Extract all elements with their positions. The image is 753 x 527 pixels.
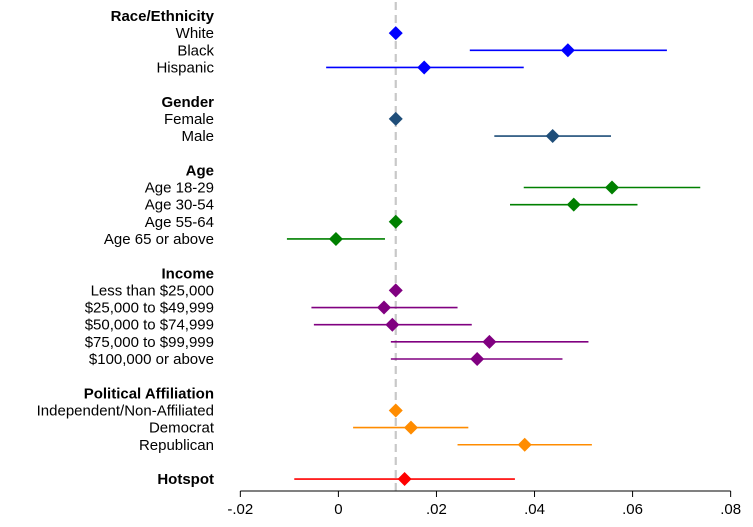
x-axis: -.02 0 .02 .04 .06 .08 <box>227 490 741 518</box>
point-political-affiliation-democrat <box>403 420 418 435</box>
point-income-75-000-to-99-999 <box>482 334 497 349</box>
row-label-white: White <box>176 25 214 42</box>
group-header-age: Age <box>186 162 214 179</box>
row-label-age-30-54: Age 30-54 <box>145 197 214 214</box>
row-label-hispanic: Hispanic <box>156 59 214 76</box>
point-income-25-000-to-49-999 <box>376 300 391 315</box>
group-header-race-ethnicity: Race/Ethnicity <box>111 8 215 25</box>
point-race-ethnicity-hispanic <box>417 60 432 75</box>
row-label-female: Female <box>164 111 214 128</box>
group-header-hotspot: Hotspot <box>157 471 214 488</box>
x-tick-label-3: .04 <box>524 501 545 518</box>
point-political-affiliation-republican <box>517 437 532 452</box>
point-age-age-30-54 <box>566 197 581 212</box>
row-label-50-000-to-74-999: $50,000 to $74,999 <box>85 317 214 334</box>
row-label-black: Black <box>177 42 214 59</box>
marks-group <box>286 26 701 487</box>
point-age-age-18-29 <box>604 180 619 195</box>
row-label-75-000-to-99-999: $75,000 to $99,999 <box>85 334 214 351</box>
x-tick-label-5: .08 <box>720 501 741 518</box>
row-label-democrat: Democrat <box>149 420 215 437</box>
x-tick-label-1: 0 <box>334 501 342 518</box>
row-label-age-55-64: Age 55-64 <box>145 214 214 231</box>
row-label-independent-non-affiliated: Independent/Non-Affiliated <box>37 402 214 419</box>
row-label-25-000-to-49-999: $25,000 to $49,999 <box>85 300 214 317</box>
row-label-age-18-29: Age 18-29 <box>145 180 214 197</box>
group-header-political-affiliation: Political Affiliation <box>84 385 214 402</box>
x-tick-label-2: .02 <box>426 501 447 518</box>
point-age-age-55-64 <box>388 214 403 229</box>
row-label-age-65-or-above: Age 65 or above <box>104 231 214 248</box>
group-header-gender: Gender <box>161 94 214 111</box>
group-header-income: Income <box>161 265 214 282</box>
point-income-100-000-or-above <box>470 352 485 366</box>
point-gender-male <box>545 129 560 144</box>
point-gender-female <box>388 111 403 126</box>
point-hotspot-estimate <box>397 472 412 487</box>
point-political-affiliation-independent-non-affiliated <box>388 403 403 418</box>
point-income-less-than-25-000 <box>388 283 403 298</box>
point-race-ethnicity-black <box>560 43 575 58</box>
row-label-republican: Republican <box>139 437 214 454</box>
x-tick-label-0: -.02 <box>227 501 253 518</box>
row-label-male: Male <box>181 128 214 145</box>
row-label-100-000-or-above: $100,000 or above <box>89 351 214 368</box>
x-tick-label-4: .06 <box>622 501 643 518</box>
row-label-less-than-25-000: Less than $25,000 <box>91 282 214 299</box>
point-age-age-65-or-above <box>328 231 343 246</box>
point-race-ethnicity-white <box>388 26 403 41</box>
point-income-50-000-to-74-999 <box>385 317 400 332</box>
